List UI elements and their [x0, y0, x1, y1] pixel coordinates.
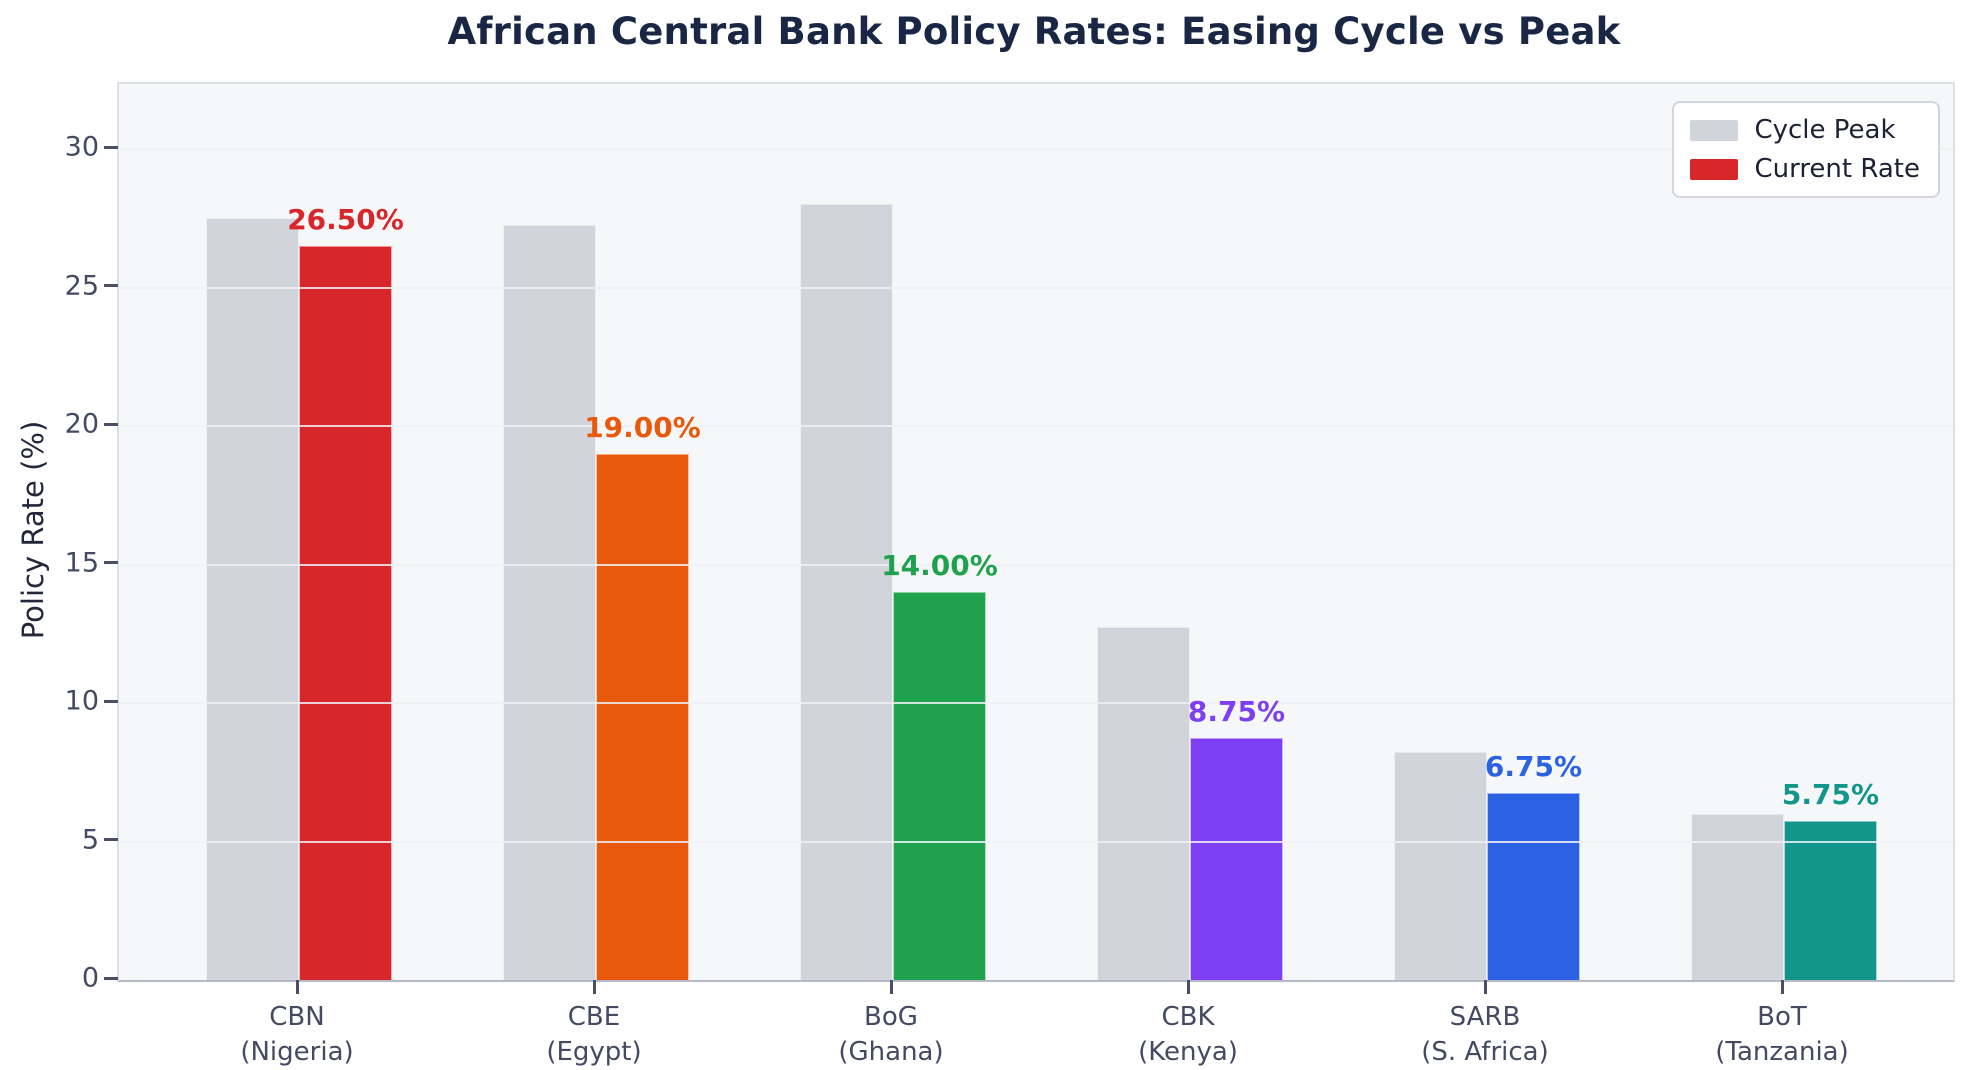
- y-tick-mark-10: [104, 699, 118, 703]
- bar-value-label-CBK: 8.75%: [1187, 694, 1286, 728]
- bar-value-label-CBN: 26.50%: [287, 203, 404, 237]
- bar-value-label-SARB: 6.75%: [1484, 750, 1583, 784]
- y-tick-mark-15: [104, 561, 118, 565]
- legend-swatch-current-rate: [1690, 158, 1739, 180]
- bar-current-rate-BoG: [893, 592, 986, 980]
- plot-area: 26.50% 19.00% 14.00% 8.75% 6.75% 5.75%: [117, 82, 1955, 982]
- gridline-15: [119, 563, 1953, 566]
- bar-cycle-peak-BoT: [1691, 813, 1784, 980]
- x-tick-label-BoT: BoT (Tanzania): [1715, 1002, 1849, 1068]
- bar-cycle-peak-BoG: [800, 204, 893, 980]
- bar-cycle-peak-CBK: [1097, 626, 1190, 980]
- bar-value-label-BoG: 14.00%: [881, 549, 998, 583]
- legend-label-current-rate: Current Rate: [1754, 154, 1920, 184]
- y-tick-label-20: 20: [64, 408, 99, 440]
- y-tick-label-0: 0: [81, 962, 99, 994]
- legend: Cycle Peak Current Rate: [1672, 101, 1940, 198]
- y-tick-mark-20: [104, 422, 118, 426]
- x-tick-mark-BoG: [889, 980, 893, 994]
- x-tick-mark-CBK: [1186, 980, 1190, 994]
- y-tick-mark-25: [104, 284, 118, 288]
- x-tick-mark-SARB: [1483, 980, 1487, 994]
- y-tick-label-5: 5: [81, 824, 99, 855]
- bar-current-rate-SARB: [1487, 793, 1580, 980]
- gridline-25: [119, 286, 1953, 289]
- y-tick-mark-5: [104, 838, 118, 841]
- x-tick-mark-BoT: [1780, 980, 1784, 994]
- y-tick-mark-30: [104, 145, 118, 149]
- bar-current-rate-CBN: [299, 246, 392, 980]
- y-tick-label-30: 30: [64, 131, 99, 163]
- y-tick-label-10: 10: [64, 685, 99, 717]
- x-tick-label-SARB: SARB (S. Africa): [1421, 1002, 1549, 1068]
- bar-value-label-BoT: 5.75%: [1781, 777, 1880, 811]
- x-tick-mark-CBE: [592, 980, 596, 994]
- gridline-20: [119, 425, 1953, 428]
- x-tick-label-CBK: CBK (Kenya): [1138, 1002, 1238, 1068]
- bar-value-label-CBE: 19.00%: [584, 410, 701, 444]
- y-tick-label-15: 15: [64, 547, 99, 579]
- legend-item-current-rate: Current Rate: [1690, 154, 1920, 184]
- bar-cycle-peak-CBN: [206, 218, 299, 980]
- legend-swatch-cycle-peak: [1690, 119, 1739, 141]
- gridline-5: [119, 840, 1953, 843]
- bar-cycle-peak-CBE: [503, 225, 596, 980]
- x-tick-mark-CBN: [295, 980, 299, 994]
- bar-current-rate-BoT: [1784, 820, 1877, 980]
- x-tick-label-BoG: BoG (Ghana): [838, 1002, 944, 1068]
- y-tick-label-25: 25: [64, 270, 99, 302]
- x-tick-label-CBN: CBN (Nigeria): [240, 1002, 354, 1068]
- bar-cycle-peak-SARB: [1394, 751, 1487, 980]
- legend-item-cycle-peak: Cycle Peak: [1690, 115, 1920, 145]
- y-tick-mark-0: [104, 976, 118, 980]
- gridline-10: [119, 702, 1953, 705]
- x-tick-label-CBE: CBE (Egypt): [546, 1002, 642, 1068]
- gridline-30: [119, 148, 1953, 151]
- y-axis-title: Policy Rate (%): [16, 420, 50, 640]
- bar-current-rate-CBK: [1190, 737, 1283, 980]
- chart-title: African Central Bank Policy Rates: Easin…: [447, 10, 1621, 53]
- bar-current-rate-CBE: [596, 453, 689, 980]
- legend-label-cycle-peak: Cycle Peak: [1754, 115, 1896, 145]
